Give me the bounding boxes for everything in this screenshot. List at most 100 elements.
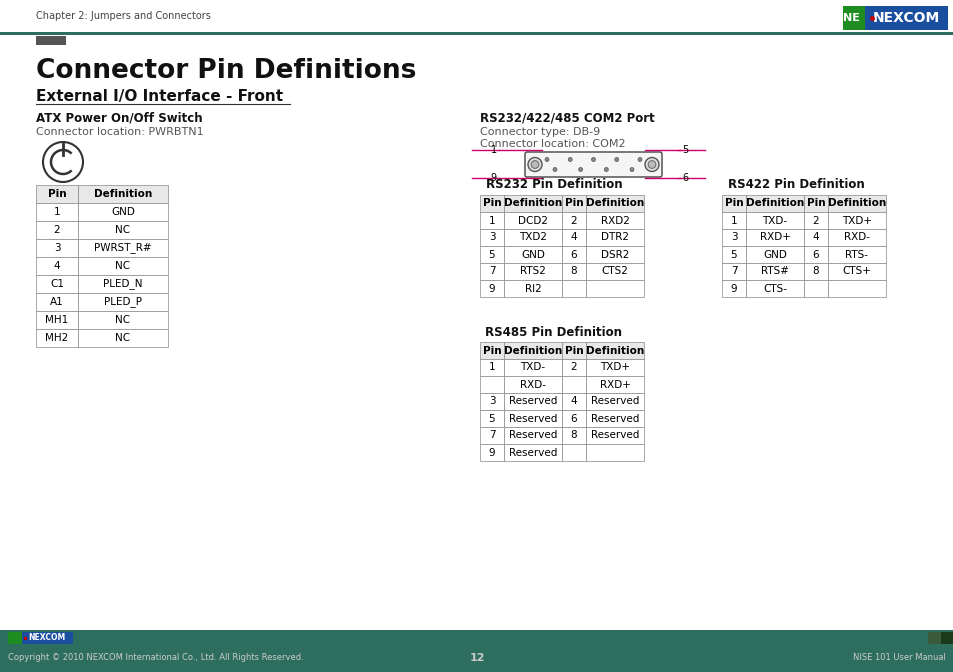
Circle shape	[629, 167, 634, 171]
Circle shape	[603, 167, 608, 171]
Text: 3: 3	[730, 233, 737, 243]
Text: External I/O Interface - Front: External I/O Interface - Front	[36, 89, 283, 105]
Text: PLED_P: PLED_P	[104, 296, 142, 308]
Bar	[503, 427, 561, 444]
Text: 12: 12	[469, 653, 484, 663]
Text: 3: 3	[53, 243, 60, 253]
Text: MH1: MH1	[46, 315, 69, 325]
Text: 8: 8	[570, 267, 577, 276]
Text: Chapter 2: Jumpers and Connectors: Chapter 2: Jumpers and Connectors	[36, 11, 211, 21]
Bar	[0, 0, 953, 32]
Bar	[36, 239, 78, 257]
Circle shape	[527, 157, 541, 171]
Bar	[561, 212, 585, 229]
Text: RTS#: RTS#	[760, 267, 788, 276]
Bar	[561, 195, 585, 212]
Bar	[561, 376, 585, 393]
Text: NEXCOM: NEXCOM	[29, 634, 66, 642]
Bar	[503, 246, 561, 263]
Text: RS232/422/485 COM2 Port: RS232/422/485 COM2 Port	[479, 112, 654, 124]
Bar	[561, 229, 585, 246]
Text: TXD+: TXD+	[841, 216, 871, 226]
Text: GND: GND	[520, 249, 544, 259]
Text: RXD-: RXD-	[843, 233, 869, 243]
Bar	[721, 263, 745, 280]
Text: RXD+: RXD+	[598, 380, 630, 390]
Text: 4: 4	[812, 233, 819, 243]
Text: RS232 Pin Definition: RS232 Pin Definition	[485, 179, 621, 192]
Text: 5: 5	[488, 413, 495, 423]
Bar	[940, 632, 953, 644]
Text: 2: 2	[53, 225, 60, 235]
Bar	[561, 342, 585, 359]
Text: ATX Power On/Off Switch: ATX Power On/Off Switch	[36, 112, 202, 124]
Text: RI2: RI2	[524, 284, 540, 294]
Bar	[561, 280, 585, 297]
Text: 5: 5	[488, 249, 495, 259]
Text: 1: 1	[488, 362, 495, 372]
Bar	[503, 393, 561, 410]
Bar	[503, 263, 561, 280]
Bar	[585, 359, 643, 376]
Bar	[36, 36, 66, 45]
Text: Connector Pin Definitions: Connector Pin Definitions	[36, 58, 416, 84]
Bar	[479, 246, 503, 263]
Bar	[36, 257, 78, 275]
Text: DCD2: DCD2	[517, 216, 547, 226]
Bar	[827, 229, 885, 246]
Text: Pin: Pin	[564, 198, 582, 208]
Text: A1: A1	[51, 297, 64, 307]
Bar	[36, 275, 78, 293]
Bar	[585, 393, 643, 410]
Bar	[0, 32, 953, 35]
Bar	[745, 280, 803, 297]
Text: RXD-: RXD-	[519, 380, 545, 390]
Bar	[827, 195, 885, 212]
Text: 4: 4	[53, 261, 60, 271]
Text: 9: 9	[488, 448, 495, 458]
Text: 7: 7	[730, 267, 737, 276]
Text: 1: 1	[491, 145, 497, 155]
Bar	[0, 630, 953, 672]
Bar	[78, 221, 168, 239]
Text: GND: GND	[762, 249, 786, 259]
Circle shape	[578, 167, 582, 171]
Bar	[585, 246, 643, 263]
Bar	[78, 293, 168, 311]
Bar	[803, 280, 827, 297]
Text: CTS-: CTS-	[762, 284, 786, 294]
Text: 4: 4	[570, 396, 577, 407]
Text: 1: 1	[730, 216, 737, 226]
Bar	[745, 229, 803, 246]
Bar	[842, 6, 864, 30]
Bar	[745, 246, 803, 263]
Text: NC: NC	[115, 225, 131, 235]
Text: 3: 3	[488, 233, 495, 243]
Text: Reserved: Reserved	[508, 396, 557, 407]
Text: Definition: Definition	[93, 189, 152, 199]
Circle shape	[531, 161, 538, 169]
Text: 6: 6	[681, 173, 687, 183]
Bar	[803, 246, 827, 263]
Bar	[721, 246, 745, 263]
Text: Reserved: Reserved	[508, 431, 557, 441]
Bar	[78, 329, 168, 347]
Bar	[503, 195, 561, 212]
Bar	[479, 212, 503, 229]
Bar	[479, 195, 503, 212]
Text: 5: 5	[681, 145, 687, 155]
Bar	[78, 185, 168, 203]
Circle shape	[647, 161, 655, 169]
Text: DSR2: DSR2	[600, 249, 629, 259]
Bar	[36, 221, 78, 239]
Bar	[36, 329, 78, 347]
Text: RS485 Pin Definition: RS485 Pin Definition	[485, 325, 622, 339]
Bar	[503, 280, 561, 297]
Bar	[479, 427, 503, 444]
Text: Reserved: Reserved	[508, 413, 557, 423]
Text: Connector type: DB-9: Connector type: DB-9	[479, 127, 599, 137]
Text: Connector location: PWRBTN1: Connector location: PWRBTN1	[36, 127, 203, 137]
Text: TXD-: TXD-	[520, 362, 545, 372]
Text: 5: 5	[730, 249, 737, 259]
Text: Pin: Pin	[48, 189, 67, 199]
